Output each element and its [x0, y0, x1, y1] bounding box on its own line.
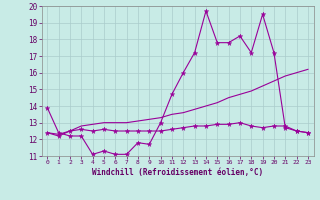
X-axis label: Windchill (Refroidissement éolien,°C): Windchill (Refroidissement éolien,°C) — [92, 168, 263, 177]
